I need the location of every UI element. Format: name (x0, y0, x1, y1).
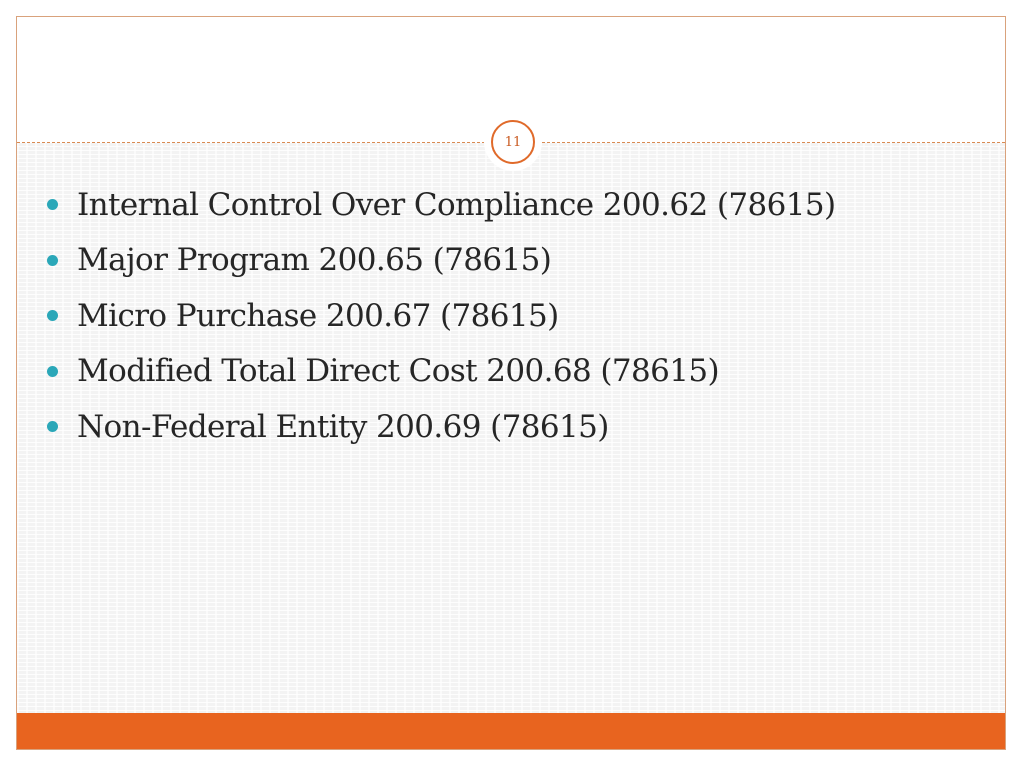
list-item: Internal Control Over Compliance 200.62 … (47, 177, 836, 233)
list-item: Non-Federal Entity 200.69 (78615) (47, 399, 835, 455)
list-item: Modified Total Direct Cost 200.68 (78615… (47, 344, 835, 400)
bullet-dot-icon (47, 310, 58, 322)
bullet-dot-icon (47, 199, 58, 211)
bullet-list: Internal Control Over Compliance 200.62 … (47, 177, 836, 455)
bullet-text: Modified Total Direct Cost 200.68 (78615… (77, 353, 720, 390)
bullet-text: Micro Purchase 200.67 (78615) (77, 297, 559, 334)
footer-accent-bar (17, 713, 1005, 749)
page-number-ring: 11 (491, 120, 535, 164)
bullet-text: Non-Federal Entity 200.69 (78615) (77, 408, 609, 445)
slide-body-background (17, 143, 1005, 715)
bullet-text: Major Program 200.65 (78615) (77, 242, 552, 279)
list-item: Micro Purchase 200.67 (78615) (47, 288, 835, 344)
bullet-dot-icon (47, 254, 58, 266)
bullet-dot-icon (47, 421, 58, 433)
bullet-dot-icon (47, 365, 58, 377)
page-number-badge: 11 (488, 117, 538, 167)
list-item: Major Program 200.65 (78615) (47, 233, 835, 289)
bullet-text: Internal Control Over Compliance 200.62 … (77, 186, 836, 223)
page-number: 11 (504, 134, 522, 150)
slide: 11 Internal Control Over Compliance 200.… (16, 16, 1006, 750)
